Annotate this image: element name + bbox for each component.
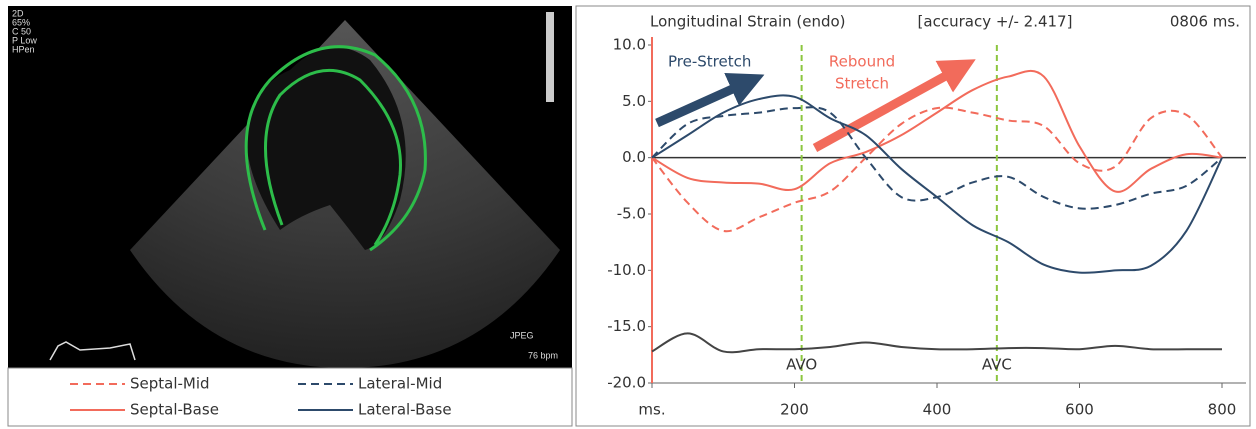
annotation: Pre-Stretch (668, 53, 751, 71)
chart-subtitle: [accuracy +/- 2.417] (918, 13, 1073, 31)
y-tick-label: -5.0 (617, 205, 646, 223)
x-tick-label: 600 (1065, 401, 1094, 419)
pre-stretch-arrow (655, 72, 765, 128)
chart-panel (575, 5, 1251, 427)
echo-label: HPen (12, 44, 35, 54)
annotation: Stretch (835, 75, 889, 93)
series-line (651, 106, 1223, 233)
contour-outer (244, 45, 427, 252)
y-tick-label: -20.0 (607, 374, 646, 392)
legend-label: Septal-Mid (130, 375, 210, 393)
x-tick-label: 400 (923, 401, 952, 419)
legend-label: Septal-Base (130, 401, 219, 419)
x-tick-label: 800 (1208, 401, 1237, 419)
contour-inner (264, 68, 402, 246)
echo-chamber (246, 47, 406, 251)
echo-label: 2D (12, 8, 24, 18)
legend-box (7, 367, 573, 427)
gray-scale-bar (546, 12, 554, 102)
series-line (651, 94, 1223, 274)
chart-title: Longitudinal Strain (endo) (650, 13, 846, 31)
annotation: Rebound (829, 53, 895, 71)
y-tick-label: 0.0 (622, 148, 646, 166)
y-tick-label: -10.0 (607, 261, 646, 279)
echo-label: JPEG (510, 330, 534, 340)
series-line (651, 69, 1223, 193)
y-tick-label: -15.0 (607, 317, 646, 335)
legend-label: Lateral-Base (358, 401, 452, 419)
event-label: AVC (982, 356, 1012, 374)
echo-ecg (49, 341, 136, 361)
legend-label: Lateral-Mid (358, 375, 442, 393)
ecg-line (651, 332, 1222, 354)
y-tick-label: 5.0 (622, 92, 646, 110)
echo-label: C 50 (12, 26, 31, 36)
event-label: AVO (786, 356, 817, 374)
y-tick-label: 10.0 (613, 36, 646, 54)
x-tick-label: 200 (780, 401, 809, 419)
echo-label: 65% (12, 17, 30, 27)
rebound-arrow (812, 59, 976, 152)
time-label: 0806 ms. (1170, 13, 1240, 31)
echo-label: P Low (12, 35, 37, 45)
echo-label: 76 bpm (528, 350, 558, 360)
x-tick-label: ms. (638, 401, 665, 419)
